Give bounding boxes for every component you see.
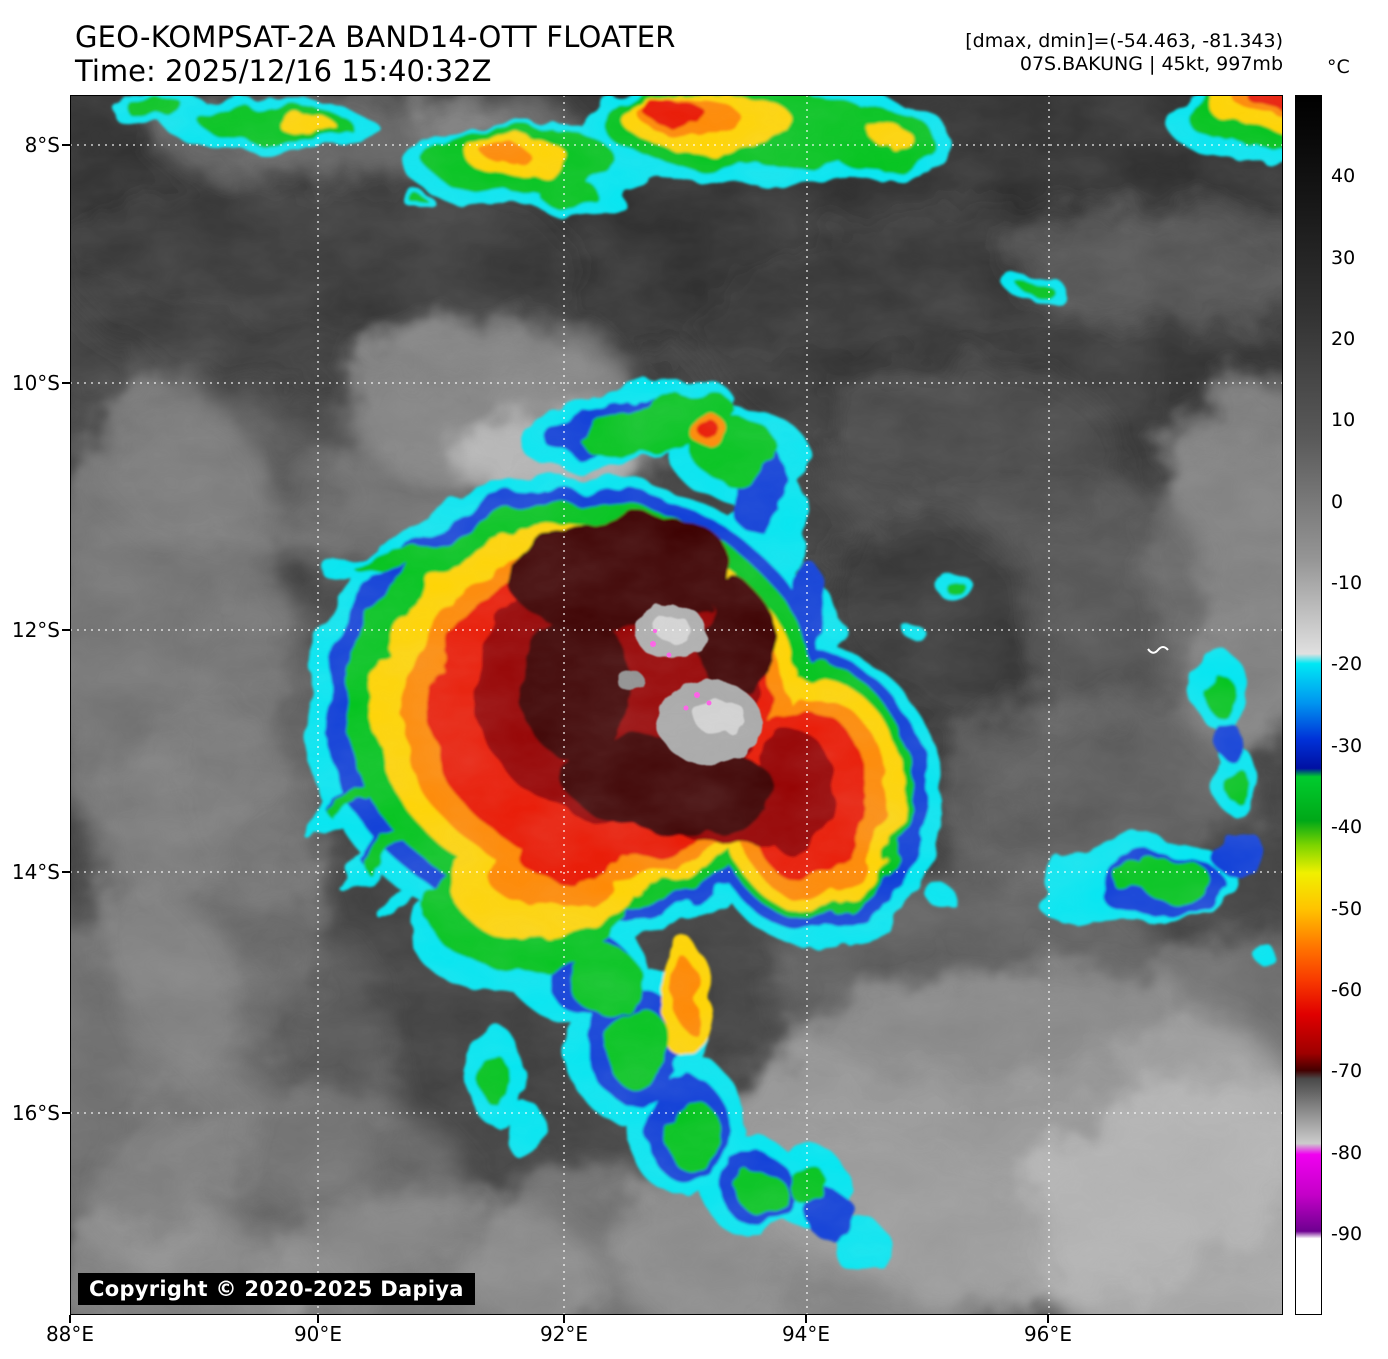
- page-title: GEO-KOMPSAT-2A BAND14-OTT FLOATER: [75, 20, 676, 54]
- colorbar-tick-label: 40: [1331, 165, 1356, 187]
- x-tick-label: 94°E: [781, 1322, 831, 1346]
- y-tick-label: 10°S: [11, 371, 60, 395]
- colorbar-tick-label: 30: [1331, 247, 1356, 269]
- colorbar-tick-label: -90: [1331, 1223, 1363, 1245]
- readout-block: [dmax, dmin]=(-54.463, -81.343) 07S.BAKU…: [965, 30, 1283, 76]
- y-tick-label: 16°S: [11, 1101, 60, 1125]
- x-tick-label: 96°E: [1023, 1322, 1073, 1346]
- colorbar-tick-label: -10: [1331, 572, 1363, 594]
- colorbar-tick-label: 10: [1331, 409, 1356, 431]
- colorbar-tick-label: -60: [1331, 979, 1363, 1001]
- x-tick-mark: [317, 1315, 319, 1323]
- colorbar-tick-label: -20: [1331, 653, 1363, 675]
- y-tick-mark: [62, 144, 70, 146]
- colorbar-tick-label: -30: [1331, 735, 1363, 757]
- colorbar-unit: °C: [1327, 56, 1350, 78]
- y-tick-label: 12°S: [11, 618, 60, 642]
- y-tick-label: 8°S: [24, 133, 60, 157]
- dmax-dmin-readout: [dmax, dmin]=(-54.463, -81.343): [965, 30, 1283, 52]
- y-tick-mark: [62, 629, 70, 631]
- colorbar-tick-label: -70: [1331, 1060, 1363, 1082]
- colorbar-tick-label: 0: [1331, 491, 1344, 513]
- annotation-squiggle: [1147, 646, 1169, 654]
- x-tick-label: 92°E: [539, 1322, 589, 1346]
- x-tick-mark: [1047, 1315, 1049, 1323]
- colorbar-tick-label: -40: [1331, 816, 1363, 838]
- colorbar-tick-label: 20: [1331, 328, 1356, 350]
- satellite-map: Copyright © 2020-2025 Dapiya: [70, 95, 1283, 1315]
- x-tick-mark: [69, 1315, 71, 1323]
- copyright-badge: Copyright © 2020-2025 Dapiya: [78, 1273, 475, 1305]
- storm-readout: 07S.BAKUNG | 45kt, 997mb: [1019, 53, 1283, 75]
- map-border: [70, 95, 1283, 1315]
- y-tick-mark: [62, 871, 70, 873]
- y-tick-label: 14°S: [11, 860, 60, 884]
- colorbar-tick-label: -50: [1331, 898, 1363, 920]
- satellite-imagery: [70, 95, 1283, 1315]
- x-tick-label: 88°E: [45, 1322, 95, 1346]
- y-tick-mark: [62, 1112, 70, 1114]
- colorbar-tick-label: -80: [1331, 1142, 1363, 1164]
- graticule: [70, 95, 1283, 1315]
- x-tick-mark: [563, 1315, 565, 1323]
- colorbar-gradient: [1296, 96, 1321, 1314]
- colorbar: [1295, 95, 1322, 1315]
- texture-overlay: [70, 95, 1283, 1315]
- timestamp: Time: 2025/12/16 15:40:32Z: [75, 54, 492, 88]
- x-tick-mark: [805, 1315, 807, 1323]
- x-tick-label: 90°E: [293, 1322, 343, 1346]
- y-tick-mark: [62, 382, 70, 384]
